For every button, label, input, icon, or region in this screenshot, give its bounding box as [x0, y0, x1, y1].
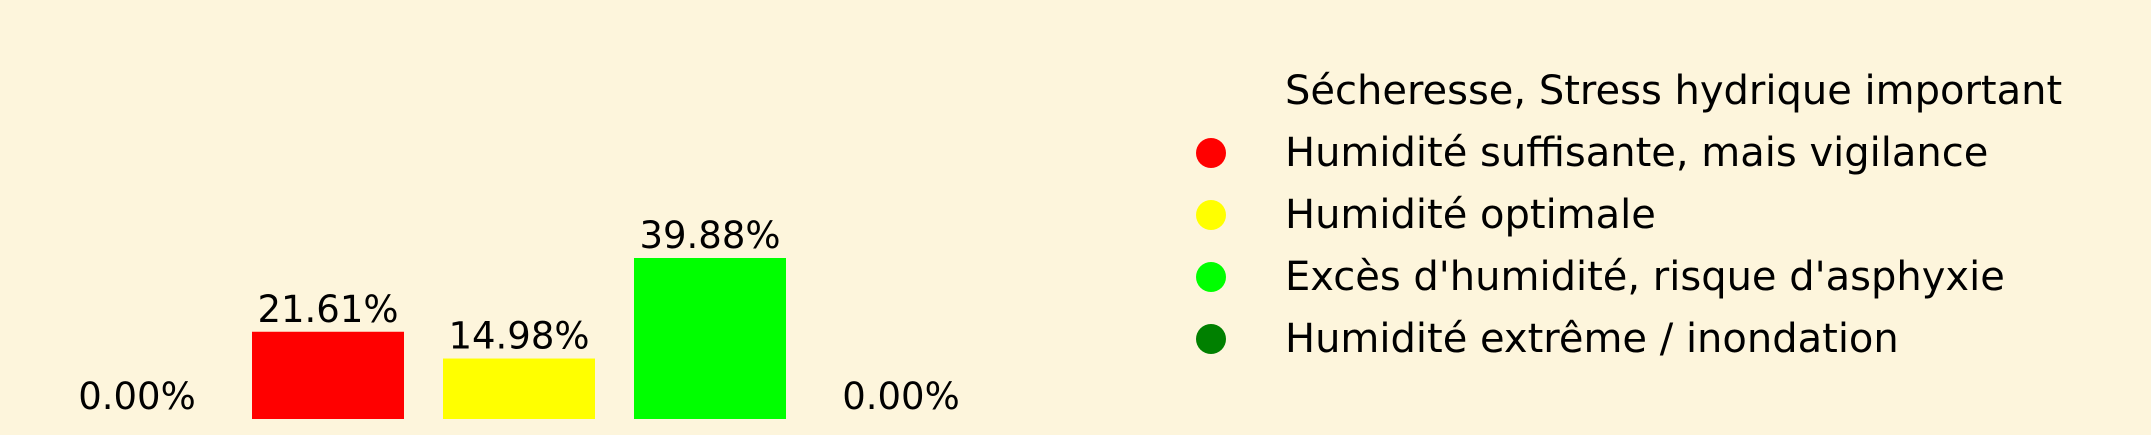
- legend-marker-4: [1196, 262, 1226, 292]
- value-label-2: 21.61%: [257, 288, 398, 331]
- legend-item-5: Humidité extrême / inondation: [1196, 316, 1899, 362]
- legend-item-4: Excès d'humidité, risque d'asphyxie: [1196, 254, 2005, 300]
- value-label-group: 0.00% 21.61% 14.98% 39.88% 0.00%: [78, 214, 960, 418]
- legend-marker-5: [1196, 324, 1226, 354]
- legend-marker-1: [1196, 76, 1226, 106]
- legend-label-5: Humidité extrême / inondation: [1285, 316, 1899, 362]
- legend-item-1: Sécheresse, Stress hydrique important: [1196, 68, 2062, 114]
- value-label-1: 0.00%: [78, 375, 196, 418]
- legend-label-2: Humidité suffisante, mais vigilance: [1285, 130, 1988, 176]
- bar-2: [252, 331, 404, 419]
- bar-3: [443, 358, 595, 419]
- legend-item-2: Humidité suffisante, mais vigilance: [1196, 130, 1988, 176]
- bar-group: [252, 258, 786, 419]
- value-label-5: 0.00%: [842, 375, 960, 418]
- value-label-3: 14.98%: [448, 315, 589, 358]
- bar-4: [634, 258, 786, 419]
- legend-label-3: Humidité optimale: [1285, 192, 1656, 238]
- legend-label-4: Excès d'humidité, risque d'asphyxie: [1285, 254, 2005, 300]
- legend-marker-3: [1196, 200, 1226, 230]
- legend-marker-2: [1196, 138, 1226, 168]
- legend-item-3: Humidité optimale: [1196, 192, 1656, 238]
- legend: Sécheresse, Stress hydrique important Hum…: [1196, 68, 2062, 362]
- value-label-4: 39.88%: [639, 214, 780, 257]
- legend-label-1: Sécheresse, Stress hydrique important: [1285, 68, 2062, 114]
